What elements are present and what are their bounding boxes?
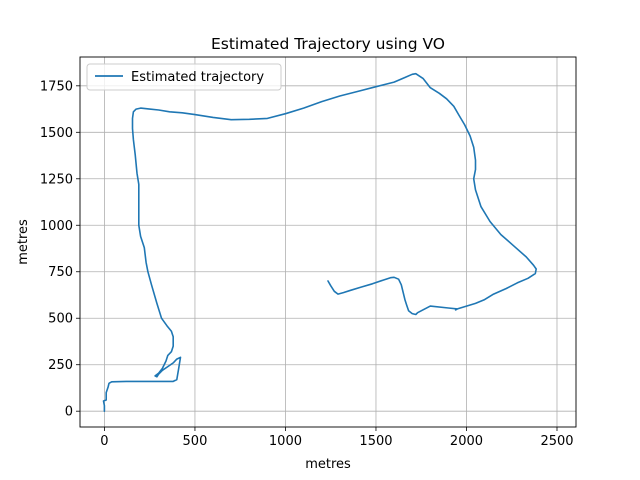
x-tick-label: 500 bbox=[183, 434, 208, 449]
y-axis-title: metres bbox=[16, 219, 31, 265]
legend-label: Estimated trajectory bbox=[131, 70, 264, 85]
y-tick-label: 250 bbox=[48, 358, 73, 373]
y-tick-label: 750 bbox=[48, 265, 73, 280]
y-tick-label: 1250 bbox=[40, 172, 73, 187]
trajectory-line bbox=[102, 72, 538, 413]
y-tick-label: 1000 bbox=[40, 219, 73, 234]
series-layer bbox=[102, 72, 538, 413]
y-tick-label: 0 bbox=[65, 405, 73, 420]
y-tick-label: 1500 bbox=[40, 126, 73, 141]
legend-box bbox=[86, 63, 282, 91]
x-tick-label: 1000 bbox=[269, 434, 302, 449]
y-tick-label: 1750 bbox=[40, 79, 73, 94]
ticks: 0 500 1000 1500 2000 2500 0 250 500 750 1000 1250 15… bbox=[40, 79, 574, 449]
plot-frame bbox=[79, 56, 577, 428]
legend: Estimated trajectory bbox=[86, 63, 282, 91]
x-tick-label: 2500 bbox=[540, 434, 573, 449]
x-tick-label: 2000 bbox=[450, 434, 483, 449]
chart-title: Estimated Trajectory using VO bbox=[211, 35, 445, 53]
y-tick-label: 500 bbox=[48, 312, 73, 327]
x-tick-label: 0 bbox=[100, 434, 108, 449]
x-tick-label: 1500 bbox=[359, 434, 392, 449]
x-axis-title: metres bbox=[305, 457, 351, 472]
